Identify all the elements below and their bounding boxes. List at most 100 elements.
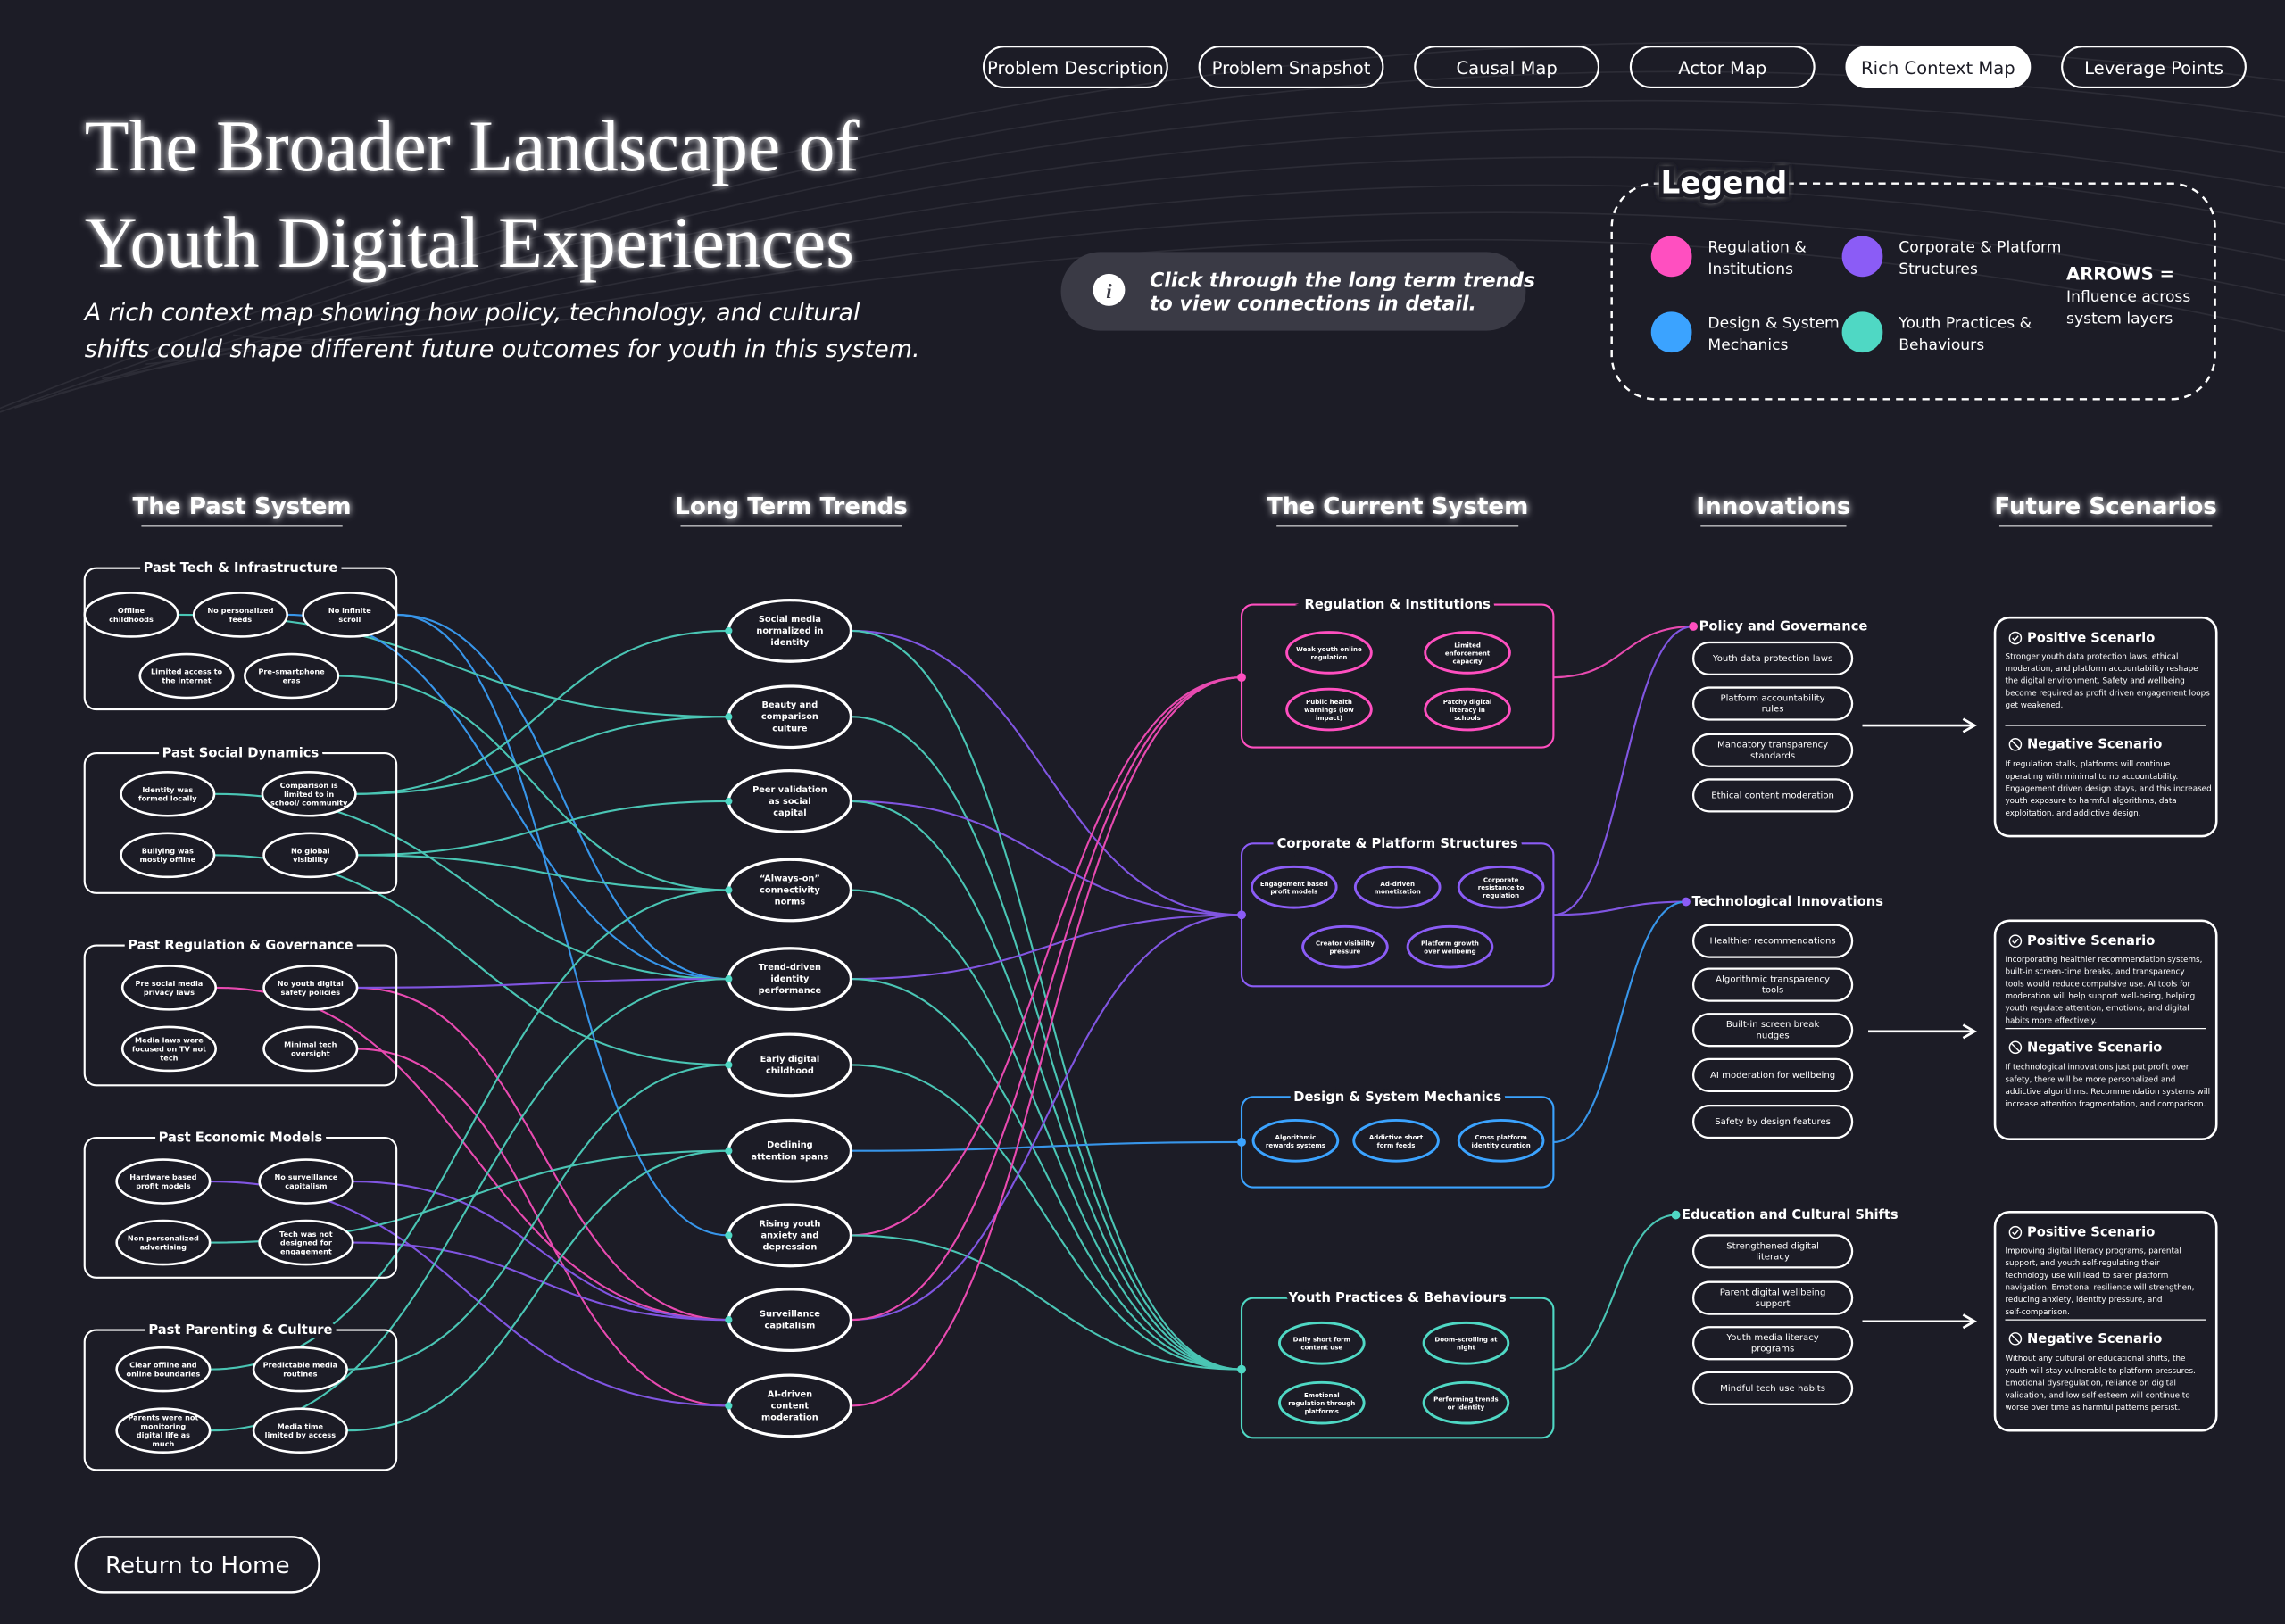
negative-text: Without any cultural or educational shif…: [2005, 1355, 2195, 1413]
connections: [178, 613, 1694, 1432]
past-node: [120, 832, 216, 879]
trend-label[interactable]: “Always-on” connectivity norms: [760, 874, 820, 907]
current-node: [1353, 865, 1442, 909]
nav-button-label[interactable]: Problem Description: [987, 58, 1164, 79]
text-line: Surveillance: [760, 1309, 820, 1319]
check-icon: [2008, 631, 2023, 645]
text-line: capacity: [1452, 657, 1483, 665]
trend-node[interactable]: [727, 1288, 853, 1353]
current-node-label: Daily short form content use: [1293, 1335, 1350, 1351]
text-line: monetization: [1375, 887, 1421, 895]
text-line: rewards systems: [1266, 1140, 1325, 1148]
text-line: resistance to: [1478, 883, 1525, 891]
hint-pill: [1060, 252, 1526, 331]
text-line: over wellbeing: [1424, 947, 1475, 955]
text-line: youth exposure to harmful algorithms, da…: [2005, 797, 2176, 806]
trend-label[interactable]: Surveillance capitalism: [760, 1309, 820, 1330]
nav-button[interactable]: [1629, 46, 1816, 89]
text-line: Clear offline and: [129, 1361, 197, 1370]
nav-button-label[interactable]: Actor Map: [1678, 58, 1766, 79]
nav-button[interactable]: [1198, 46, 1384, 89]
positive-text: Stronger youth data protection laws, eth…: [2005, 652, 2210, 710]
text-line: limited to in: [284, 790, 334, 799]
innovation-title: Education and Cultural Shifts: [1682, 1207, 1899, 1222]
trend-label[interactable]: Rising youth anxiety and depression: [759, 1219, 820, 1252]
text-line: Beauty and: [762, 700, 818, 710]
current-node-label: Creator visibility pressure: [1316, 939, 1375, 955]
current-node-label: Performing trends or identity: [1433, 1395, 1499, 1411]
trend-label[interactable]: Peer validation as social capital: [752, 784, 827, 817]
text-line: routines: [283, 1370, 317, 1379]
innovation-item-label: Algorithmic transparency tools: [1716, 974, 1830, 995]
nav-button[interactable]: [2061, 46, 2247, 89]
past-group-title: Past Social Dynamics: [162, 746, 320, 761]
connection: [1553, 900, 1686, 1144]
negative-title: Negative Scenario: [2027, 1040, 2162, 1055]
connection: [851, 676, 1242, 1407]
text-line: get weakened.: [2005, 701, 2063, 710]
text-line: the digital environment. Safety and well…: [2005, 677, 2184, 686]
trend-label[interactable]: Social media normalized in identity: [756, 614, 823, 647]
connection: [1553, 625, 1694, 916]
text-line: night: [1457, 1343, 1475, 1351]
text-line: become required as profit driven engagem…: [2005, 689, 2210, 698]
nav-button-label[interactable]: Leverage Points: [2084, 58, 2223, 79]
text-line: platforms: [1305, 1407, 1339, 1415]
connection: [1553, 1214, 1676, 1371]
nav-button[interactable]: [1845, 46, 2032, 89]
past-group-box: [83, 751, 398, 894]
text-line: literacy: [1756, 1252, 1790, 1262]
past-node-label: Pre social media privacy laws: [136, 979, 204, 997]
text-line: scroll: [338, 615, 361, 624]
past-group-box: [83, 1329, 398, 1471]
past-node: [115, 1158, 212, 1205]
nav-button-label[interactable]: Problem Snapshot: [1212, 58, 1371, 79]
trend-label[interactable]: Trend-driven identity performance: [759, 963, 822, 996]
positive-text: Incorporating healthier recommendation s…: [2005, 956, 2202, 1026]
past-node: [115, 1219, 212, 1266]
text-line: No global: [291, 846, 330, 855]
text-line: habits more effectively.: [2005, 1016, 2097, 1025]
trend-connector: [725, 797, 733, 806]
return-button-label[interactable]: Return to Home: [105, 1553, 290, 1579]
trend-label[interactable]: AI-driven content moderation: [761, 1389, 818, 1422]
connection: [851, 914, 1242, 1322]
trend-node[interactable]: [727, 1118, 853, 1183]
past-node-label: Identity was formed locally: [138, 785, 197, 803]
current-group-title: Regulation & Institutions: [1305, 597, 1491, 612]
current-node: [1424, 631, 1511, 675]
past-node-label: Offline childhoods: [109, 606, 154, 624]
negative-icon-slash: [2010, 1334, 2021, 1344]
innovation-item: [1691, 1280, 1854, 1315]
negative-text: If regulation stalls, platforms will con…: [2005, 760, 2211, 818]
nav-button-label[interactable]: Causal Map: [1457, 58, 1558, 79]
decor-curve: [233, 238, 2285, 341]
text-line: navigation. Emotional resilience will st…: [2005, 1284, 2194, 1293]
check-icon-mark: [2012, 1230, 2019, 1236]
nav-button[interactable]: [982, 46, 1168, 89]
trend-label[interactable]: Early digital childhood: [760, 1054, 820, 1075]
connection: [851, 629, 1242, 916]
check-icon-mark: [2012, 938, 2019, 945]
text-line: Limited access to: [151, 667, 223, 676]
trend-label[interactable]: Beauty and comparison culture: [761, 700, 818, 733]
trend-label[interactable]: Declining attention spans: [751, 1140, 828, 1162]
trend-node[interactable]: [727, 1032, 853, 1098]
background-curves: [0, 41, 2285, 413]
text-line: or identity: [1448, 1403, 1485, 1411]
past-node-label: Media time limited by access: [265, 1421, 337, 1439]
text-line: Offline: [118, 606, 145, 615]
innovation-item-label: AI moderation for wellbeing: [1710, 1070, 1835, 1080]
nav-button[interactable]: [1414, 46, 1600, 89]
current-node: [1277, 1321, 1366, 1365]
text-line: advertising: [140, 1242, 187, 1251]
return-button[interactable]: [74, 1536, 320, 1594]
column-header: The Current System: [1267, 493, 1528, 520]
current-node: [1422, 1380, 1510, 1425]
nav-button-label[interactable]: Rich Context Map: [1861, 58, 2015, 79]
innovation-item-label: Youth data protection laws: [1712, 653, 1832, 663]
legend-title: Legend: [1661, 166, 1788, 202]
past-node: [192, 592, 288, 638]
negative-icon-slash: [2010, 1042, 2021, 1052]
text-line: AI moderation for wellbeing: [1710, 1070, 1835, 1080]
